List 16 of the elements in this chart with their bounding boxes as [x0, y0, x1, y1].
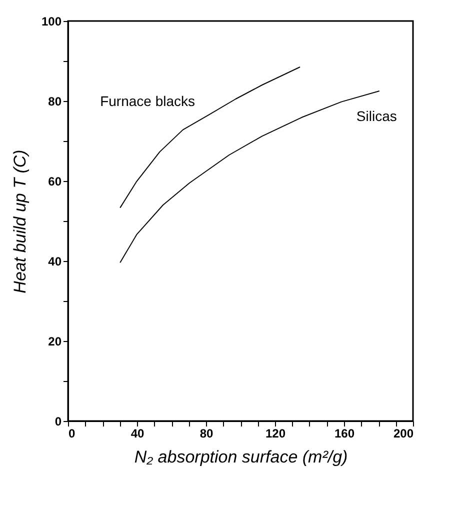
- x-tick-label: 0: [68, 426, 76, 440]
- y-tick-label: 20: [48, 334, 62, 348]
- y-tick-label: 100: [41, 14, 62, 28]
- y-axis-title: Heat build up T (C): [10, 150, 30, 294]
- x-tick-label: 80: [200, 426, 214, 440]
- x-tick-label: 120: [265, 426, 286, 440]
- x-tick-label: 200: [393, 426, 414, 440]
- x-tick-label: 40: [130, 426, 144, 440]
- y-tick-label: 0: [54, 414, 62, 428]
- y-tick-label: 60: [48, 174, 62, 188]
- y-tick-label: 80: [48, 94, 62, 108]
- x-axis-title: N₂ absorption surface (m²/g): [134, 448, 348, 466]
- x-tick-label: 160: [334, 426, 355, 440]
- series-label: Furnace blacks: [100, 93, 196, 109]
- series-label: Silicas: [356, 108, 397, 124]
- y-tick-label: 40: [48, 254, 62, 268]
